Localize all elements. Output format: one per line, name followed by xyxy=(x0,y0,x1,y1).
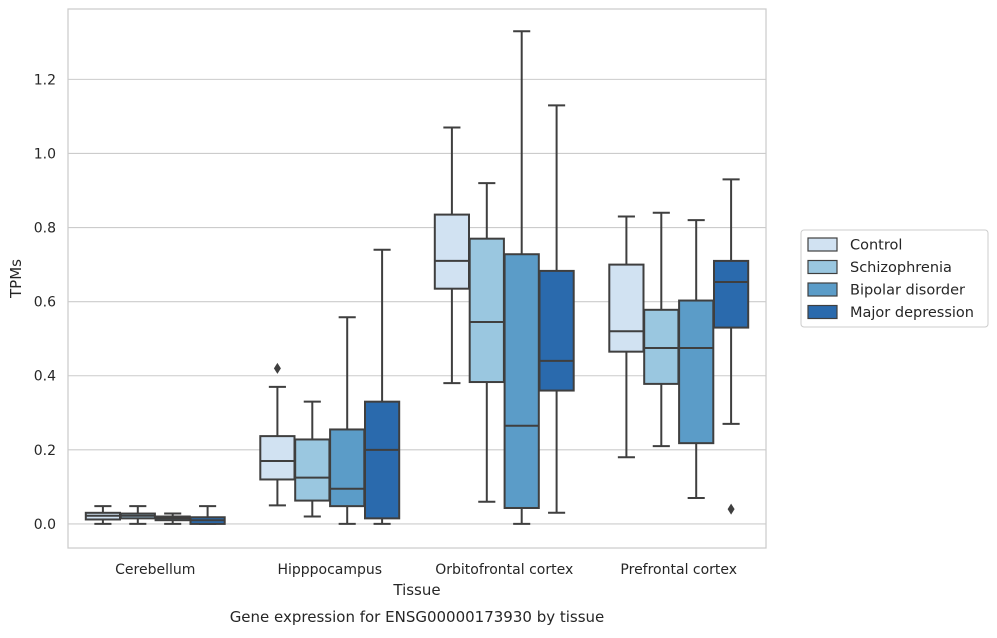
legend-swatch xyxy=(807,282,838,297)
grid-lines xyxy=(68,78,766,525)
legend-swatch xyxy=(807,259,838,275)
iqr-box xyxy=(643,308,680,385)
iqr-box xyxy=(538,269,575,392)
x-tick-label: Cerebellum xyxy=(115,562,195,578)
box-3-2 xyxy=(678,219,715,499)
box-0-2 xyxy=(154,512,191,525)
x-tick-label: Orbitofrontal cortex xyxy=(435,562,573,578)
box-2-1 xyxy=(468,182,505,503)
box-1-2 xyxy=(329,316,366,525)
y-tick-label: 0.4 xyxy=(34,369,56,385)
iqr-box xyxy=(503,253,540,509)
x-tick-label: Hipppocampus xyxy=(277,562,382,578)
box-1-1 xyxy=(294,400,331,518)
iqr-box xyxy=(433,213,471,290)
box-0-0 xyxy=(84,505,122,525)
legend-swatch xyxy=(807,237,838,252)
box-0-1 xyxy=(119,505,156,525)
legend-label: Bipolar disorder xyxy=(850,283,965,299)
iqr-box xyxy=(608,263,645,353)
x-tick-label: Prefrontal cortex xyxy=(620,562,737,578)
legend-label: Schizophrenia xyxy=(850,260,952,276)
iqr-box xyxy=(259,435,296,481)
iqr-box xyxy=(329,428,366,508)
x-axis-label: Tissue xyxy=(392,581,440,599)
legend-label: Control xyxy=(850,238,902,254)
y-tick-labels: 0.0 0.2 0.4 0.6 0.8 1.0 1.2 xyxy=(34,72,56,533)
box-3-1 xyxy=(643,211,680,448)
box-0-3 xyxy=(189,505,226,525)
outlier-point xyxy=(727,503,735,515)
y-tick-label: 0.2 xyxy=(34,443,56,459)
legend: Control Schizophrenia Bipolar disorder Majo… xyxy=(800,229,989,328)
box-2-3 xyxy=(538,104,575,514)
y-tick-label: 1.2 xyxy=(34,72,56,88)
y-tick-label: 0.6 xyxy=(34,295,56,311)
box-1-3 xyxy=(363,248,401,525)
legend-label: Major depression xyxy=(850,305,974,321)
legend-frame xyxy=(800,229,989,328)
box-plots xyxy=(84,30,750,525)
outlier-point xyxy=(273,362,281,374)
x-tick-labels: Cerebellum Hipppocampus Orbitofrontal cort… xyxy=(115,562,737,578)
iqr-box xyxy=(294,438,331,502)
y-tick-label: 1.0 xyxy=(34,146,56,162)
y-axis-label: TPMs xyxy=(7,259,25,299)
legend-swatch xyxy=(807,304,838,320)
box-1-0 xyxy=(259,362,296,507)
box-3-3 xyxy=(712,178,750,515)
y-tick-label: 0.0 xyxy=(34,517,56,533)
chart-caption: Gene expression for ENSG00000173930 by t… xyxy=(230,608,605,626)
box-3-0 xyxy=(608,215,645,459)
iqr-box xyxy=(712,259,750,329)
box-2-2 xyxy=(503,30,540,525)
box-2-0 xyxy=(433,126,471,385)
iqr-box xyxy=(678,299,715,445)
iqr-box xyxy=(363,400,401,520)
y-tick-label: 0.8 xyxy=(34,221,56,237)
iqr-box xyxy=(468,237,505,384)
plot-frame xyxy=(67,8,767,549)
